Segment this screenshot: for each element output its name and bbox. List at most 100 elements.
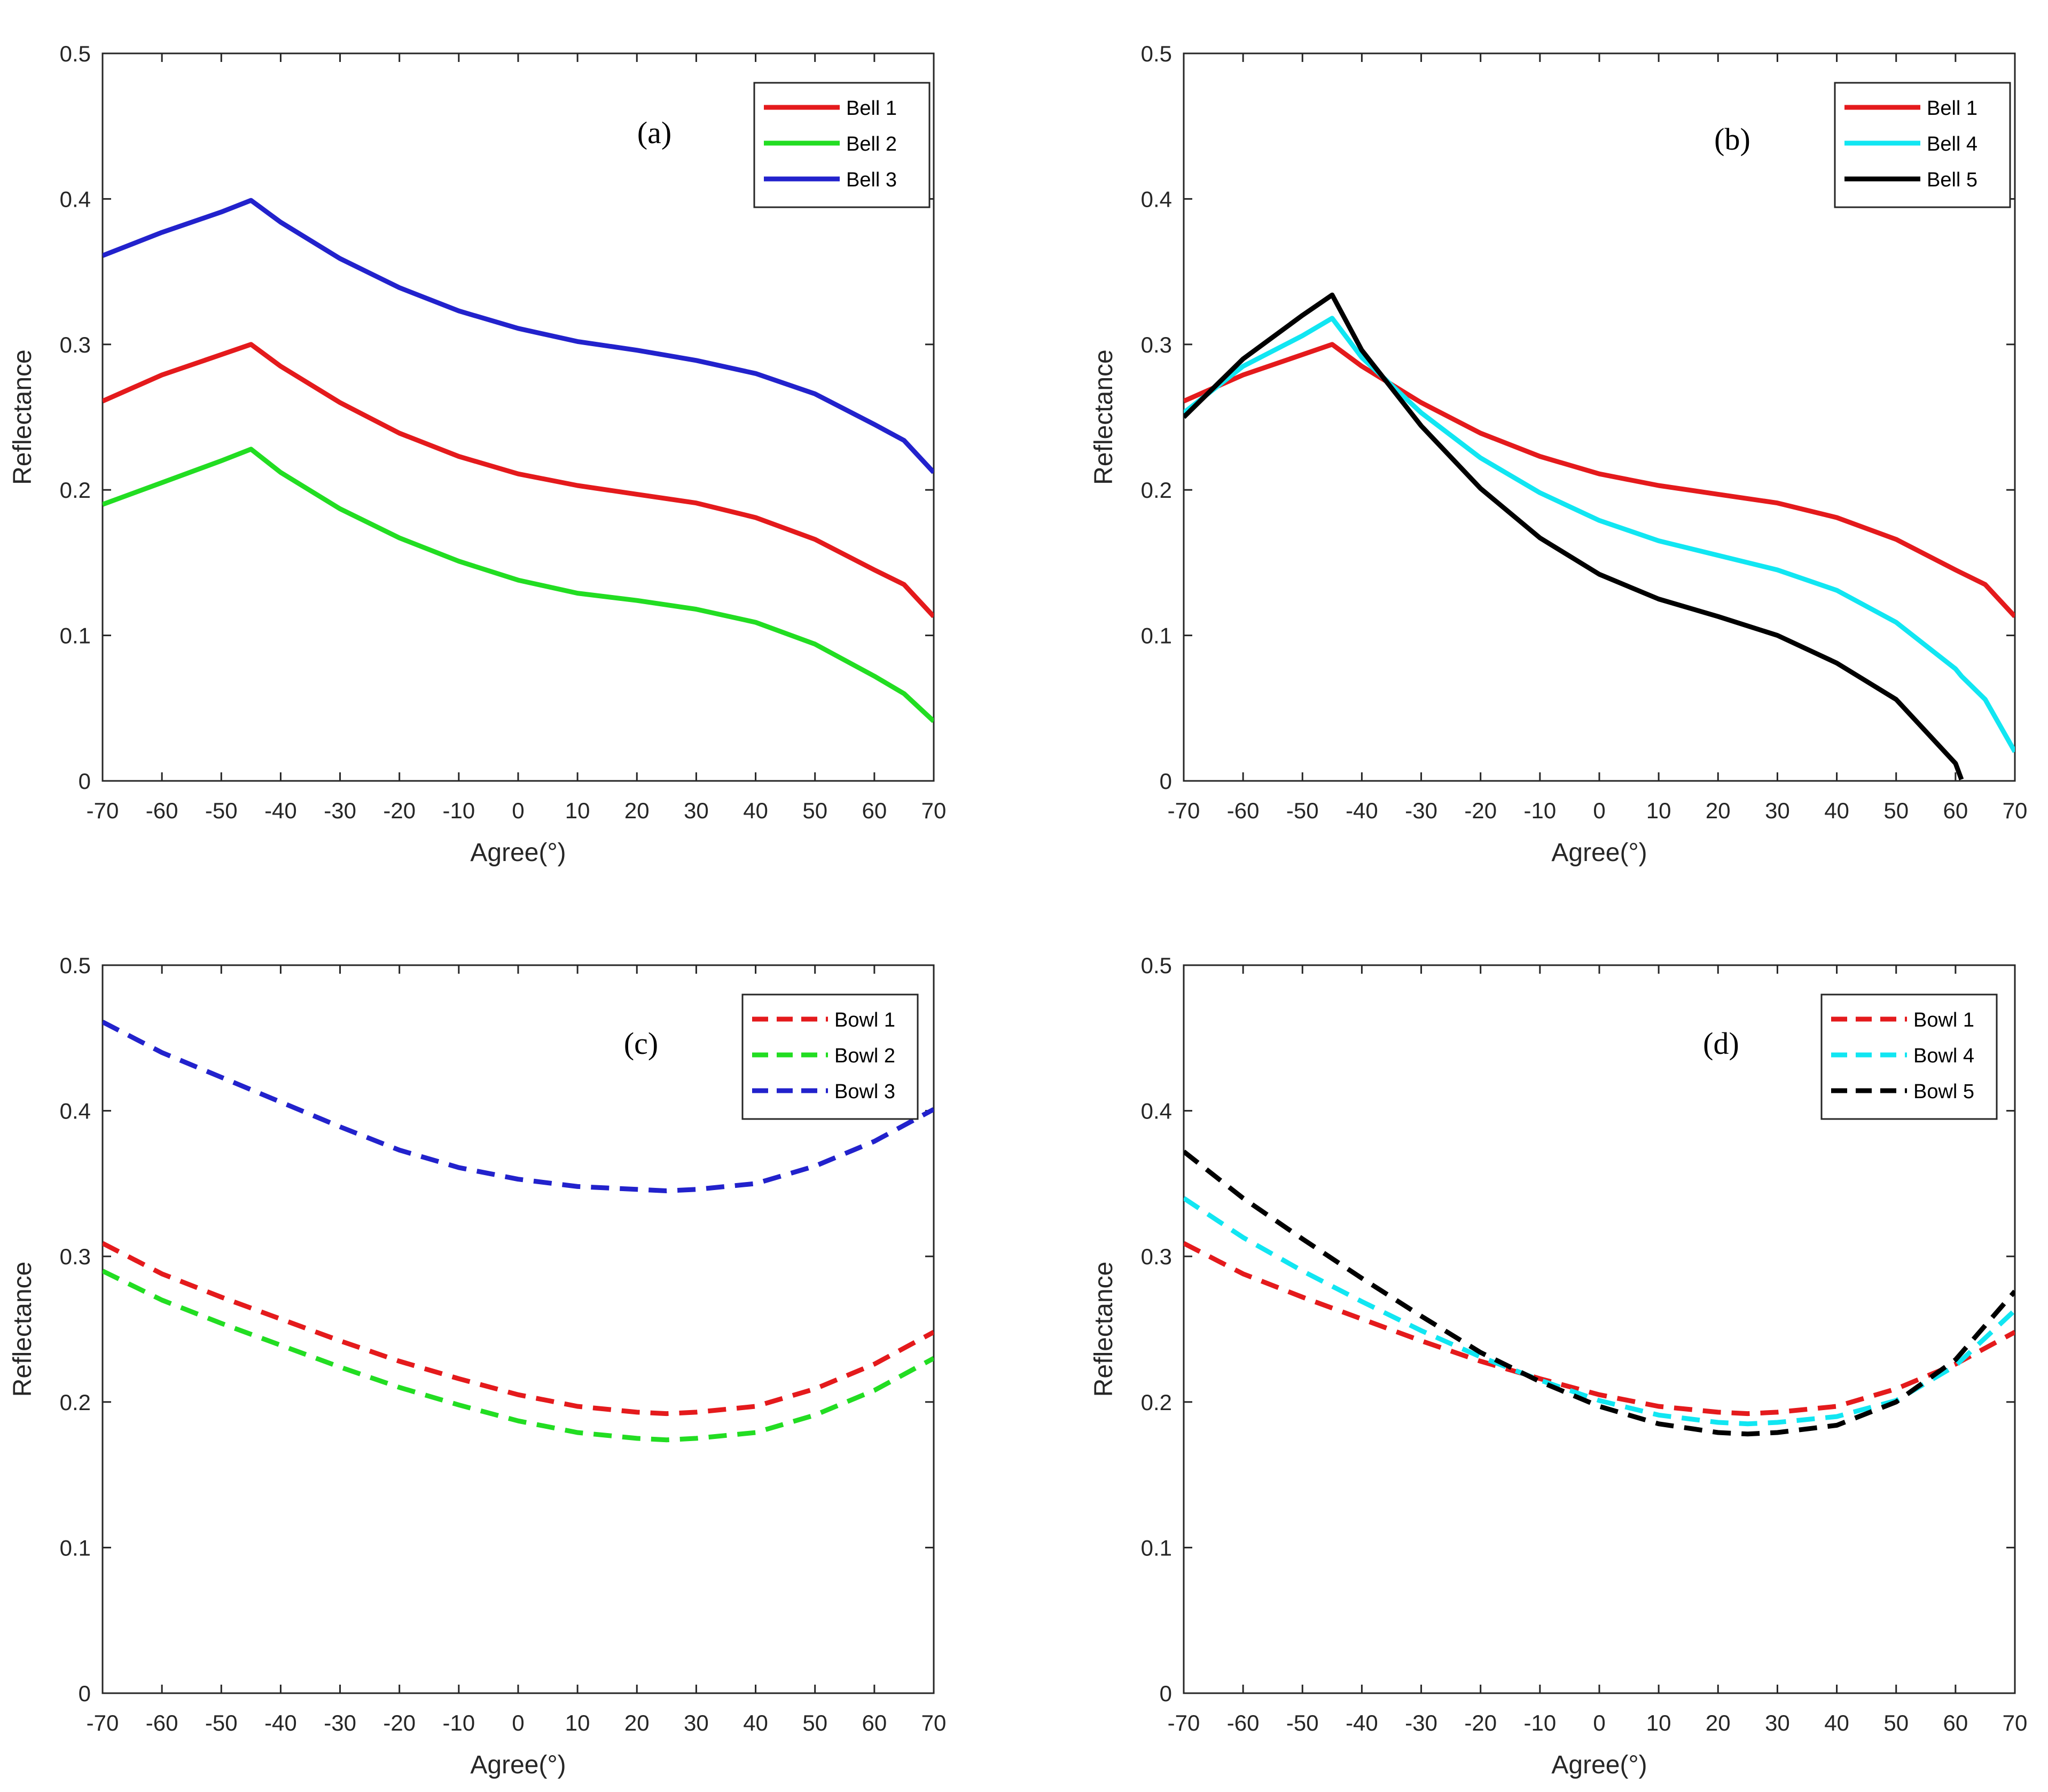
- x-tick-label: -30: [324, 798, 356, 823]
- x-tick-label: 70: [2003, 798, 2028, 823]
- x-axis-label: Agree(°): [1551, 1751, 1647, 1779]
- panel-label: (d): [1703, 1026, 1739, 1061]
- y-tick-label: 0.5: [60, 953, 91, 978]
- chart-panel-4: -70 -60 -50 -40 -30 -20 -10 0 10 20 30 40 50 60 70 0 0.1…: [1090, 953, 2027, 1779]
- x-tick-label: -60: [1227, 1710, 1260, 1735]
- y-tick-label: 0: [79, 1681, 91, 1706]
- y-tick-label: 0.4: [1141, 1099, 1172, 1124]
- x-tick-label: 50: [802, 798, 827, 823]
- y-axis-label: Reflectance: [1090, 349, 1118, 484]
- x-tick-label: -70: [1168, 798, 1200, 823]
- x-tick-label: 0: [512, 798, 524, 823]
- x-tick-label: 40: [743, 1710, 768, 1735]
- legend-label: Bowl 2: [834, 1045, 895, 1067]
- chart-panel-3: -70 -60 -50 -40 -30 -20 -10 0 10 20 30 40 50 60 70 0 0.1…: [9, 953, 946, 1779]
- series-line-bell-5: [1184, 292, 1964, 780]
- series-line-bowl-5: [1184, 1149, 2015, 1437]
- x-tick-label: 60: [1943, 1710, 1968, 1735]
- series-line-bell-1: [1184, 342, 2015, 619]
- x-tick-label: -10: [443, 1710, 475, 1735]
- legend-box: [741, 993, 919, 1120]
- series-line-bowl-3: [103, 1020, 934, 1193]
- x-tick-label: -40: [1346, 798, 1378, 823]
- chart-panel-1: -70 -60 -50 -40 -30 -20 -10 0 10 20 30 40 50 60 70 0 0.1…: [9, 41, 946, 867]
- legend-label: Bell 1: [1927, 97, 1977, 120]
- x-tick-label: 70: [921, 798, 947, 823]
- legend: Bell 1 Bell 2 Bell 3: [753, 82, 931, 208]
- x-tick-label: 40: [743, 798, 768, 823]
- legend-label: Bowl 4: [1913, 1045, 1974, 1067]
- y-tick-label: 0.2: [60, 478, 91, 503]
- x-tick-label: 20: [1706, 1710, 1731, 1735]
- x-tick-label: -50: [205, 798, 238, 823]
- x-tick-label: 0: [1593, 798, 1605, 823]
- x-tick-label: 30: [1765, 1710, 1790, 1735]
- y-tick-label: 0.4: [60, 186, 91, 212]
- x-tick-label: 0: [512, 1710, 524, 1735]
- x-tick-label: -30: [1405, 798, 1437, 823]
- y-tick-label: 0: [1160, 1681, 1172, 1706]
- x-tick-label: 30: [684, 798, 709, 823]
- y-tick-label: 0.5: [1141, 41, 1172, 66]
- x-tick-label: -70: [1168, 1710, 1200, 1735]
- y-axis-label: Reflectance: [9, 1262, 37, 1397]
- y-tick-label: 0.2: [60, 1390, 91, 1415]
- x-tick-label: -20: [383, 1710, 416, 1735]
- x-tick-label: -50: [1286, 1710, 1319, 1735]
- series-line-bowl-4: [1184, 1196, 2015, 1427]
- y-tick-label: 0.3: [1141, 332, 1172, 357]
- y-tick-label: 0.3: [60, 332, 91, 357]
- x-tick-label: 70: [921, 1710, 947, 1735]
- x-tick-label: 50: [1883, 1710, 1909, 1735]
- chart-panel-2: -70 -60 -50 -40 -30 -20 -10 0 10 20 30 40 50 60 70 0 0.1…: [1090, 41, 2027, 867]
- panel-label: (a): [637, 115, 671, 150]
- y-tick-label: 0: [1160, 769, 1172, 794]
- y-tick-label: 0.3: [60, 1244, 91, 1269]
- series-line-bell-4: [1184, 316, 2015, 753]
- y-tick-label: 0.1: [60, 623, 91, 648]
- x-tick-label: 20: [1706, 798, 1731, 823]
- y-tick-label: 0.1: [60, 1535, 91, 1560]
- series-line-bell-3: [103, 198, 934, 474]
- x-tick-label: -70: [87, 798, 119, 823]
- x-tick-label: -10: [1524, 1710, 1557, 1735]
- x-tick-label: -10: [1524, 798, 1557, 823]
- panel-label: (c): [624, 1026, 658, 1061]
- x-tick-label: -40: [1346, 1710, 1378, 1735]
- y-tick-label: 0.2: [1141, 478, 1172, 503]
- y-tick-label: 0.1: [1141, 623, 1172, 648]
- legend-label: Bell 5: [1927, 169, 1977, 191]
- x-tick-label: -60: [1227, 798, 1260, 823]
- legend-label: Bell 1: [846, 97, 897, 120]
- legend-label: Bell 2: [846, 133, 897, 155]
- x-tick-label: 60: [1943, 798, 1968, 823]
- series-line-bell-1: [103, 342, 934, 619]
- x-tick-label: 70: [2003, 1710, 2028, 1735]
- legend-label: Bell 3: [846, 169, 897, 191]
- legend-box: [1820, 993, 1998, 1120]
- x-tick-label: 10: [1646, 798, 1671, 823]
- x-tick-label: 10: [565, 1710, 590, 1735]
- x-tick-label: 0: [1593, 1710, 1605, 1735]
- series-line-bowl-1: [1184, 1241, 2015, 1417]
- x-tick-label: 40: [1824, 798, 1849, 823]
- x-tick-label: 50: [802, 1710, 827, 1735]
- legend: Bell 1 Bell 4 Bell 5: [1834, 82, 2011, 208]
- y-axis-label: Reflectance: [9, 349, 37, 484]
- legend-label: Bowl 3: [834, 1081, 895, 1103]
- series-line-bell-2: [103, 447, 934, 723]
- x-tick-label: -50: [1286, 798, 1319, 823]
- series-line-bowl-2: [103, 1269, 934, 1443]
- x-tick-label: 30: [684, 1710, 709, 1735]
- x-tick-label: -70: [87, 1710, 119, 1735]
- y-tick-label: 0.4: [1141, 186, 1172, 212]
- x-tick-label: -20: [1464, 1710, 1497, 1735]
- x-tick-label: 10: [565, 798, 590, 823]
- x-axis-label: Agree(°): [470, 1751, 566, 1779]
- panel-label: (b): [1714, 122, 1750, 156]
- x-tick-label: -30: [1405, 1710, 1437, 1735]
- x-tick-label: -20: [1464, 798, 1497, 823]
- y-tick-label: 0.5: [1141, 953, 1172, 978]
- x-axis-label: Agree(°): [1551, 839, 1647, 867]
